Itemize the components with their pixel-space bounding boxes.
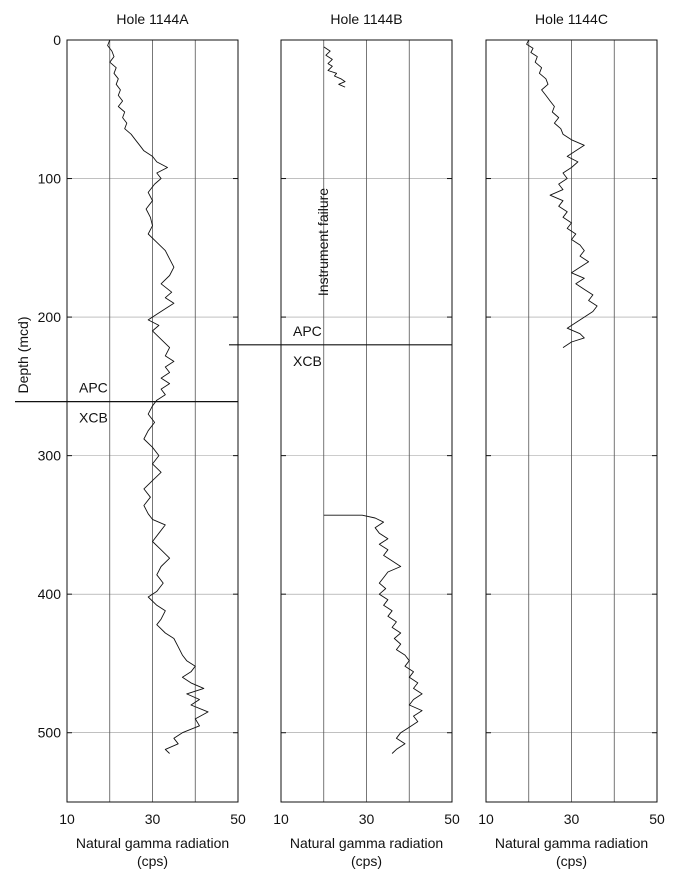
x-tick-label: 50 [649, 811, 665, 827]
gamma-trace [107, 39, 209, 754]
x-tick-label: 50 [230, 811, 246, 827]
panel-frame [66, 39, 239, 803]
x-tick-label: 10 [273, 811, 289, 827]
y-axis-label: Depth (mcd) [15, 316, 31, 393]
panel-frame [485, 39, 658, 803]
y-tick-label: 300 [38, 448, 62, 464]
x-tick-label: 50 [444, 811, 460, 827]
frame-layer [66, 39, 658, 803]
y-tick-label: 100 [38, 171, 62, 187]
panel-frame [280, 39, 453, 803]
panel-title: Hole 1144A [116, 11, 189, 27]
grid-layer [67, 40, 657, 802]
x-axis-unit: (cps) [137, 853, 168, 869]
x-axis-unit: (cps) [556, 853, 587, 869]
x-axis-label: Natural gamma radiation [495, 835, 648, 851]
y-tick-label: 200 [38, 309, 62, 325]
gamma-trace [323, 514, 423, 754]
x-tick-label: 30 [145, 811, 161, 827]
y-tick-label: 400 [38, 586, 62, 602]
panel-title: Hole 1144B [330, 11, 402, 27]
x-axis-unit: (cps) [351, 853, 382, 869]
x-axis-label: Natural gamma radiation [290, 835, 443, 851]
y-tick-label: 0 [53, 32, 61, 48]
y-tick-label: 500 [38, 725, 62, 741]
x-tick-label: 10 [59, 811, 75, 827]
apc-label: APC [293, 323, 322, 339]
instrument-failure-annotation: Instrument failure [315, 188, 331, 296]
panel-title: Hole 1144C [535, 11, 608, 27]
x-axis-label: Natural gamma radiation [76, 835, 229, 851]
apc-label: APC [79, 380, 108, 396]
xcb-label: XCB [79, 410, 108, 426]
x-tick-label: 30 [359, 811, 375, 827]
boundary-layer [15, 344, 452, 403]
gamma-trace [323, 46, 346, 88]
data-layer [107, 39, 598, 754]
x-tick-label: 10 [478, 811, 494, 827]
x-tick-label: 30 [564, 811, 580, 827]
xcb-label: XCB [293, 353, 322, 369]
gamma-trace [526, 39, 598, 348]
